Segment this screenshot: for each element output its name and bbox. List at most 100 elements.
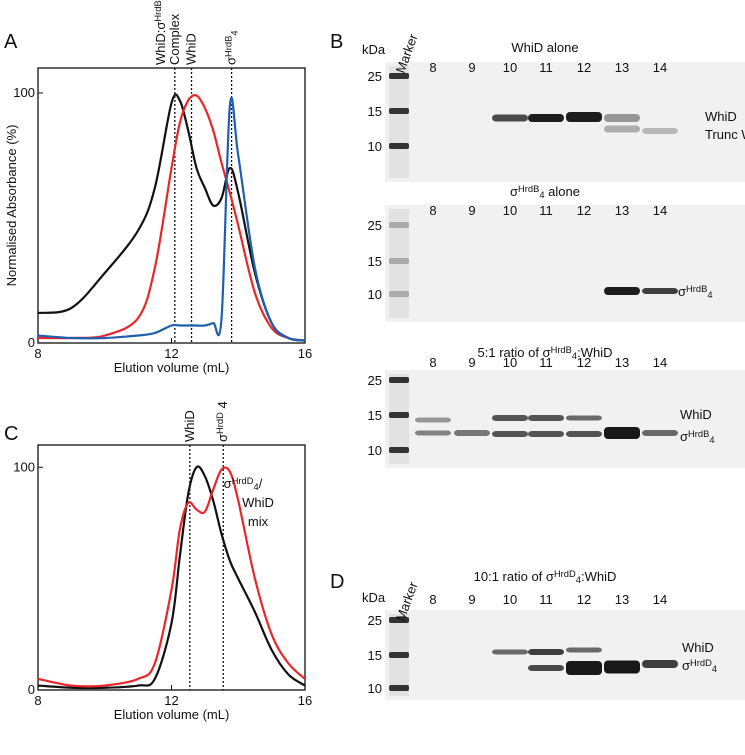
lane-label: 9 [468, 203, 475, 218]
lane-label: 9 [468, 60, 475, 75]
text-part: / [259, 476, 263, 491]
kda-label: 10 [368, 681, 382, 696]
gel-band [566, 647, 602, 653]
lane-label: 9 [468, 355, 475, 370]
lane-label: 10 [503, 355, 517, 370]
text-part: Trunc WhiD [705, 127, 745, 142]
text-part: 10:1 ratio of σ [474, 569, 554, 584]
band-label: WhiD [682, 640, 714, 655]
gel-band [566, 661, 602, 675]
gel-band [415, 417, 451, 423]
annotation: WhiD [184, 33, 199, 65]
text-part: HrdD [554, 569, 576, 579]
series-label: σHrdD4/ [224, 476, 263, 492]
gel-band [642, 660, 678, 668]
gel-band [492, 649, 528, 655]
lane-label: 13 [615, 355, 629, 370]
gel-band [492, 415, 528, 421]
text-part: HrdB [153, 0, 163, 21]
text-part: WhiD alone [511, 40, 578, 55]
lane-label: 11 [539, 203, 553, 218]
gel-title: WhiD alone [511, 40, 578, 55]
plot-frame [37, 444, 306, 691]
lane-label: 14 [653, 203, 667, 218]
text-part: 4 [539, 190, 544, 200]
annotation: σHrdD 4 [215, 401, 230, 442]
gel-band [604, 114, 640, 122]
kda-label: 15 [368, 254, 382, 269]
gel-title: 5:1 ratio of σHrdB4:WhiD [478, 345, 613, 361]
x-tick-label: 16 [298, 346, 312, 361]
marker-band [389, 73, 409, 79]
marker-band [389, 143, 409, 149]
lane-label: 10 [503, 203, 517, 218]
gel-title: 10:1 ratio of σHrdD4:WhiD [474, 569, 617, 585]
text-part: WhiD [182, 410, 197, 442]
lane-label: 13 [615, 203, 629, 218]
panel-label: A [4, 31, 18, 53]
marker-band [389, 652, 409, 658]
gel-background [385, 370, 745, 468]
gel-band [642, 128, 678, 134]
gel-background [385, 205, 745, 322]
gel-band [528, 665, 564, 671]
gel-band [566, 431, 602, 437]
series-line [37, 94, 306, 342]
band-label: WhiD [680, 407, 712, 422]
lane-label: 13 [615, 60, 629, 75]
text-part: HrdB [224, 36, 234, 57]
gel-band [528, 114, 564, 122]
gel-band [566, 415, 602, 421]
lane-label: 10 [503, 60, 517, 75]
kda-label: 15 [368, 648, 382, 663]
kda-label: 25 [368, 373, 382, 388]
panel-label: C [4, 423, 18, 445]
marker-lane [389, 374, 409, 464]
x-tick-label: 12 [164, 346, 178, 361]
lane-label: 8 [429, 60, 436, 75]
band-label: σHrdB4 [678, 284, 713, 300]
series-line [37, 466, 306, 688]
lane-label: 12 [577, 592, 591, 607]
lane-label: 12 [577, 203, 591, 218]
lane-label: 14 [653, 592, 667, 607]
text-part: HrdD [232, 476, 254, 486]
text-part: alone [545, 184, 580, 199]
text-part: 4 [254, 482, 259, 492]
annotation: WhiD:σHrdB4 [153, 0, 169, 65]
lane-label: 11 [539, 592, 553, 607]
text-part: 5:1 ratio of σ [478, 345, 551, 360]
gel-background [385, 62, 745, 182]
band-label: σHrdD4 [682, 658, 717, 674]
marker-band [389, 447, 409, 453]
y-tick-label: 0 [28, 335, 35, 350]
marker-band [389, 377, 409, 383]
lane-label: 14 [653, 60, 667, 75]
kda-label: 25 [368, 69, 382, 84]
text-part: σ [510, 184, 518, 199]
y-axis-label: Normalised Absorbance (%) [4, 125, 19, 287]
kda-label: 25 [368, 218, 382, 233]
gel-band [415, 430, 451, 436]
text-part: σ [224, 57, 239, 65]
text-part: 4 [709, 435, 714, 445]
text-part: :WhiD [577, 345, 612, 360]
y-tick-label: 100 [13, 85, 35, 100]
kda-label: 15 [368, 408, 382, 423]
x-tick-label: 8 [34, 346, 41, 361]
x-tick-label: 12 [164, 693, 178, 708]
gel-band [642, 430, 678, 436]
gel-band [492, 431, 528, 437]
lane-label: 8 [429, 203, 436, 218]
gel-band [492, 114, 528, 122]
gel-band [642, 288, 678, 294]
annotation: Complex [167, 13, 182, 65]
marker-band [389, 222, 409, 228]
text-part: HrdB [688, 429, 709, 439]
lane-label: 9 [468, 592, 475, 607]
gel-band [454, 430, 490, 436]
text-part: HrdB [518, 184, 539, 194]
gel-band [566, 112, 602, 122]
text-part: WhiD [184, 33, 199, 65]
